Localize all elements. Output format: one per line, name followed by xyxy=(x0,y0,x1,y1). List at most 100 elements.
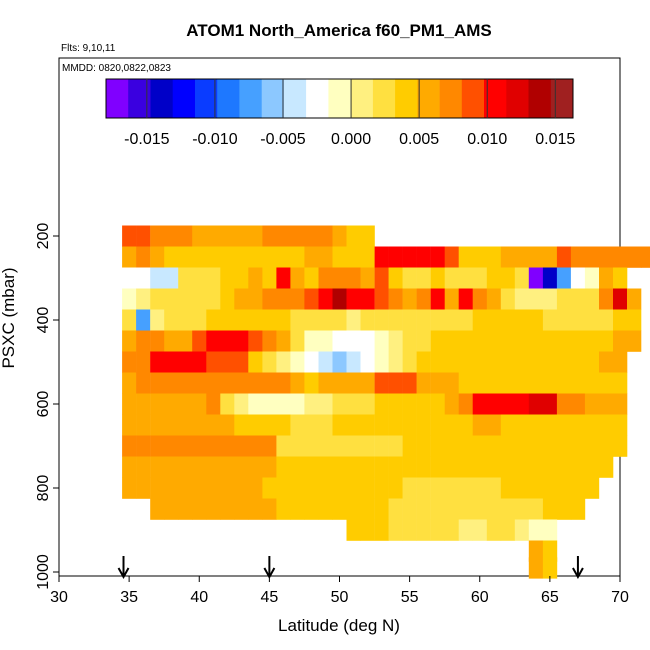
heatmap-cell xyxy=(514,435,530,457)
heatmap-cell xyxy=(234,225,249,247)
profile-arrow-icon xyxy=(263,556,276,580)
heatmap-cell xyxy=(472,477,487,499)
heatmap-cell xyxy=(318,372,333,394)
heatmap-cell xyxy=(304,267,319,289)
heatmap-cell xyxy=(430,267,445,289)
heatmap-cell xyxy=(599,288,614,310)
heatmap-cell xyxy=(472,414,487,436)
heatmap-cell xyxy=(570,372,586,394)
heatmap-cell xyxy=(402,309,417,331)
heatmap-cell xyxy=(136,225,151,247)
heatmap-cell xyxy=(192,351,207,373)
heatmap-cell xyxy=(262,267,277,289)
colorbar-tick-label: -0.015 xyxy=(124,131,169,148)
heatmap-cell xyxy=(220,309,235,331)
heatmap-cell xyxy=(416,372,431,394)
heatmap-cell xyxy=(192,288,207,310)
heatmap-cell xyxy=(220,330,235,352)
heatmap-cell xyxy=(388,372,403,394)
heatmap-cell xyxy=(262,477,277,499)
heatmap-cell xyxy=(500,372,516,394)
heatmap-cell xyxy=(318,414,333,436)
heatmap-cell xyxy=(556,414,572,436)
heatmap-cell xyxy=(416,435,431,457)
heatmap-cell xyxy=(122,456,137,478)
heatmap-cell xyxy=(402,288,417,310)
heatmap-cell xyxy=(584,288,600,310)
heatmap-cell xyxy=(444,309,459,331)
heatmap-cell xyxy=(570,267,586,289)
heatmap-cell xyxy=(178,477,193,499)
heatmap-cell xyxy=(570,414,586,436)
heatmap-cell xyxy=(627,330,642,352)
heatmap-cell xyxy=(262,288,277,310)
colorbar-swatch xyxy=(506,79,529,118)
heatmap-cell xyxy=(276,351,291,373)
heatmap-cell xyxy=(514,477,530,499)
heatmap-cell xyxy=(178,267,193,289)
x-tick-label: 45 xyxy=(260,589,278,606)
heatmap-cell xyxy=(500,288,516,310)
heatmap-cell xyxy=(430,477,445,499)
heatmap-cell xyxy=(248,309,263,331)
heatmap-cell xyxy=(206,393,221,415)
colorbar-tick-label: 0.000 xyxy=(331,131,371,148)
heatmap-cell xyxy=(360,519,375,541)
heatmap-cell xyxy=(542,519,558,541)
heatmap-cell xyxy=(276,498,291,520)
heatmap-cell xyxy=(304,435,319,457)
heatmap-cell xyxy=(570,246,586,268)
heatmap-cell xyxy=(472,330,487,352)
heatmap-cell xyxy=(332,477,347,499)
heatmap-cell xyxy=(346,246,361,268)
y-tick-label: 200 xyxy=(35,223,52,250)
heatmap-cell xyxy=(416,498,431,520)
heatmap-cell xyxy=(360,414,375,436)
heatmap-cell xyxy=(500,351,516,373)
heatmap-cell xyxy=(346,309,361,331)
heatmap-cell xyxy=(556,309,572,331)
heatmap-cell xyxy=(458,414,473,436)
heatmap-cell xyxy=(262,393,277,415)
heatmap-cell xyxy=(234,330,249,352)
heatmap-cell xyxy=(346,225,361,247)
heatmap-cell xyxy=(599,309,614,331)
heatmap-cell xyxy=(360,393,375,415)
heatmap-cell xyxy=(150,498,165,520)
heatmap-cell xyxy=(472,435,487,457)
heatmap-cell xyxy=(304,498,319,520)
heatmap-cell xyxy=(402,414,417,436)
heatmap-cell xyxy=(206,288,221,310)
heatmap-cell xyxy=(388,309,403,331)
heatmap-cell xyxy=(248,246,263,268)
heatmap-cell xyxy=(458,246,473,268)
heatmap-cell xyxy=(416,351,431,373)
heatmap-cell xyxy=(430,288,445,310)
heatmap-cell xyxy=(318,267,333,289)
heatmap-cell xyxy=(178,372,193,394)
heatmap-cell xyxy=(613,288,628,310)
heatmap-cell xyxy=(248,456,263,478)
heatmap-cell xyxy=(514,330,530,352)
heatmap-cell xyxy=(556,393,572,415)
heatmap-cell xyxy=(374,372,389,394)
heatmap-cell xyxy=(346,393,361,415)
heatmap-cell xyxy=(220,477,235,499)
heatmap-cell xyxy=(542,435,558,457)
heatmap-cell xyxy=(262,246,277,268)
heatmap-cell xyxy=(542,477,558,499)
heatmap-cell xyxy=(556,351,572,373)
heatmap-cell xyxy=(360,225,375,247)
heatmap-cell xyxy=(332,372,347,394)
heatmap-cell xyxy=(304,393,319,415)
heatmap-cell xyxy=(584,372,600,394)
heatmap-cell xyxy=(444,246,459,268)
heatmap-cell xyxy=(514,414,530,436)
heatmap-cell xyxy=(430,246,445,268)
heatmap-cell xyxy=(122,288,137,310)
heatmap-cell xyxy=(346,372,361,394)
heatmap-cell xyxy=(599,351,614,373)
heatmap-cell xyxy=(248,225,263,247)
heatmap-cell xyxy=(500,477,516,499)
heatmap-cell xyxy=(613,393,628,415)
